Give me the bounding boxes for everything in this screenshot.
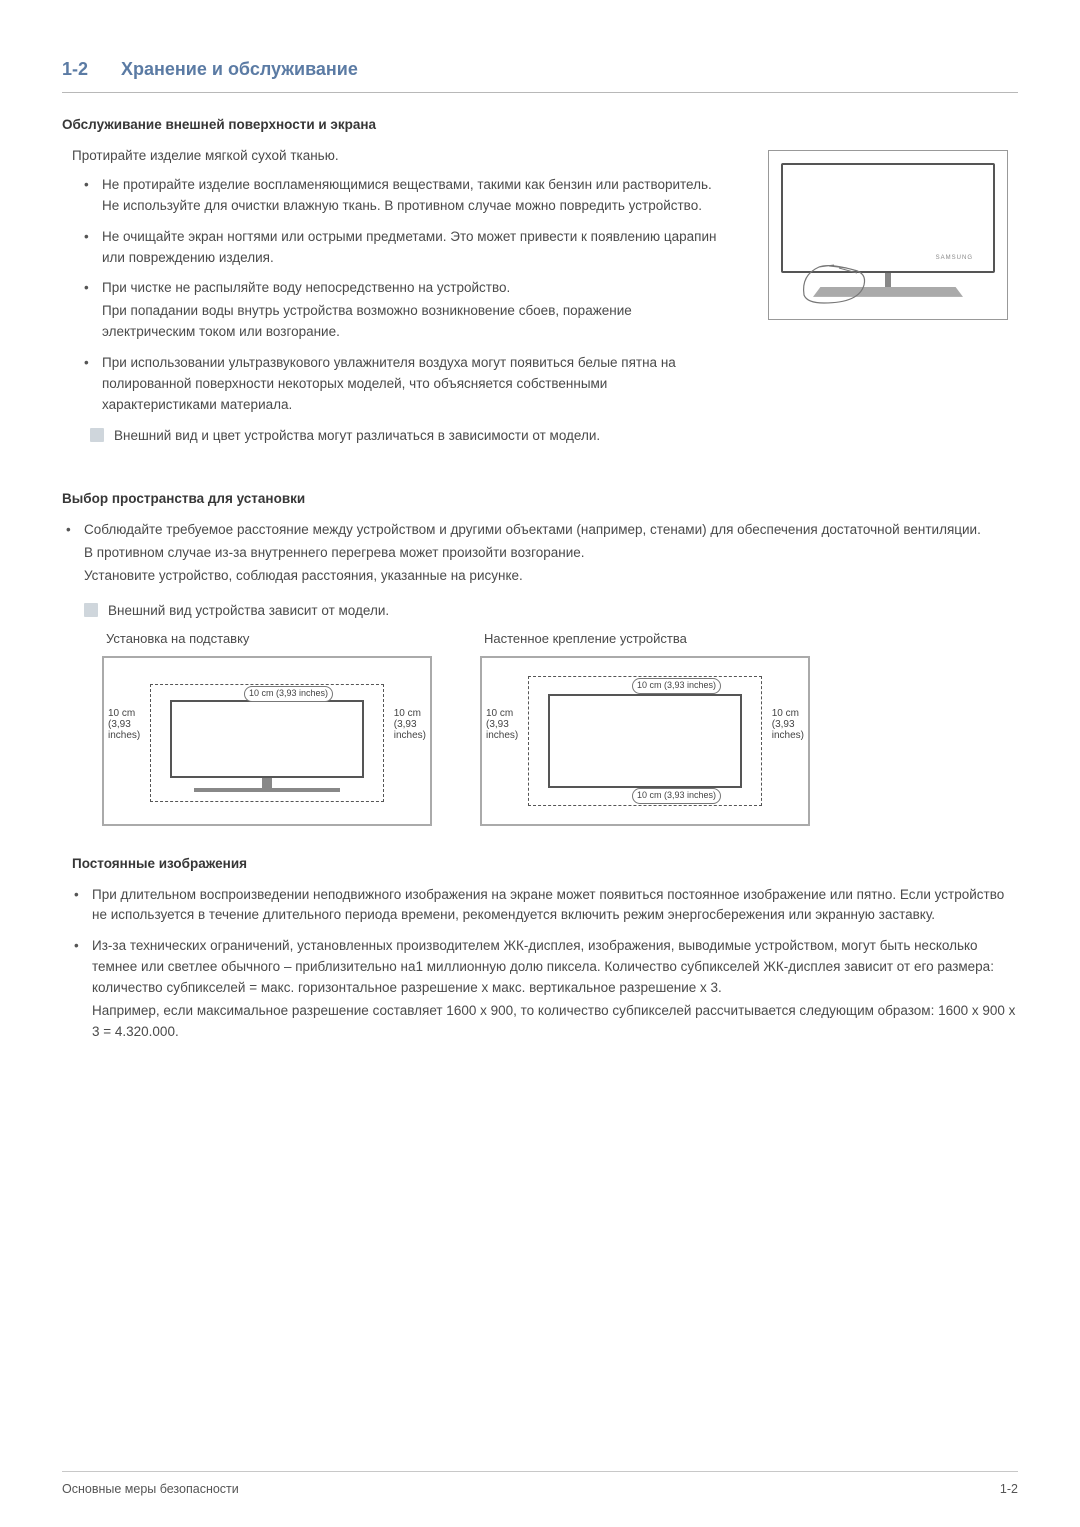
tv-stand-neck <box>262 778 272 788</box>
s3-heading: Постоянные изображения <box>62 854 1018 875</box>
tv-outline <box>548 694 742 788</box>
measure-right: 10 cm (3,93 inches) <box>394 708 426 741</box>
s1-left: Протирайте изделие мягкой сухой тканью. … <box>62 146 718 447</box>
s1-intro: Протирайте изделие мягкой сухой тканью. <box>62 146 718 167</box>
lbl-line: inches) <box>108 730 140 741</box>
footer-right: 1-2 <box>1000 1480 1018 1499</box>
measure-top: 10 cm (3,93 inches) <box>244 686 333 702</box>
s2-block: Выбор пространства для установки Соблюда… <box>62 489 1018 826</box>
list-item-text: Из-за технических ограничений, установле… <box>92 938 994 995</box>
monitor-figure: SAMSUNG <box>768 150 1008 320</box>
list-item: Не очищайте экран ногтями или острыми пр… <box>84 227 718 269</box>
diag2-col: Настенное крепление устройства 10 cm (3,… <box>480 629 810 825</box>
measure-left: 10 cm (3,93 inches) <box>486 708 518 741</box>
list-item: При использовании ультразвукового увлажн… <box>84 353 718 416</box>
note-text: Внешний вид устройства зависит от модели… <box>108 601 389 622</box>
monitor-brand: SAMSUNG <box>936 254 973 263</box>
note-icon <box>84 603 98 617</box>
lbl-line: inches) <box>486 730 518 741</box>
s1-row: Протирайте изделие мягкой сухой тканью. … <box>62 146 1018 447</box>
list-item: Из-за технических ограничений, установле… <box>74 936 1018 1043</box>
lbl-line: (3,93 <box>108 719 131 730</box>
tv-stand-base <box>194 788 340 792</box>
section-number: 1-2 <box>62 59 88 79</box>
lbl-line: 10 cm <box>486 708 513 719</box>
list-item-text: При чистке не распыляйте воду непосредст… <box>102 280 510 295</box>
tv-outline <box>170 700 364 778</box>
s2-heading: Выбор пространства для установки <box>62 489 1018 510</box>
diag1: 10 cm (3,93 inches) 10 cm (3,93 inches) … <box>102 656 432 826</box>
s2-line3: Установите устройство, соблюдая расстоян… <box>84 566 1018 587</box>
diag1-col: Установка на подставку 10 cm (3,93 inche… <box>102 629 432 825</box>
s2-main: Соблюдайте требуемое расстояние между ус… <box>84 522 981 537</box>
hand-icon <box>799 255 869 305</box>
section-title-text: Хранение и обслуживание <box>121 59 358 79</box>
measure-bottom: 10 cm (3,93 inches) <box>632 788 721 804</box>
note-icon <box>90 428 104 442</box>
list-item: При чистке не распыляйте воду непосредст… <box>84 278 718 343</box>
s2-line2: В противном случае из-за внутреннего пер… <box>84 543 1018 564</box>
diagram-row: Установка на подставку 10 cm (3,93 inche… <box>62 629 1018 825</box>
s1-note: Внешний вид и цвет устройства могут разл… <box>62 426 718 447</box>
diag2: 10 cm (3,93 inches) 10 cm (3,93 inches) … <box>480 656 810 826</box>
s1-heading: Обслуживание внешней поверхности и экран… <box>62 115 1018 136</box>
lbl-line: (3,93 <box>486 719 509 730</box>
measure-left: 10 cm (3,93 inches) <box>108 708 140 741</box>
note-text: Внешний вид и цвет устройства могут разл… <box>114 426 600 447</box>
list-item: При длительном воспроизведении неподвижн… <box>74 885 1018 927</box>
s2-list: Соблюдайте требуемое расстояние между ус… <box>62 520 1018 587</box>
s2-note: Внешний вид устройства зависит от модели… <box>62 601 1018 622</box>
s3-list: При длительном воспроизведении неподвижн… <box>62 885 1018 1043</box>
lbl-line: inches) <box>772 730 804 741</box>
lbl-line: (3,93 <box>394 719 417 730</box>
diag1-caption: Установка на подставку <box>102 629 432 649</box>
page-footer: Основные меры безопасности 1-2 <box>62 1471 1018 1499</box>
lbl-line: 10 cm <box>108 708 135 719</box>
s3-block: Постоянные изображения При длительном во… <box>62 854 1018 1043</box>
lbl-line: inches) <box>394 730 426 741</box>
s1-right: SAMSUNG <box>758 146 1018 447</box>
monitor-stand-neck <box>885 273 891 287</box>
list-item-sub: При попадании воды внутрь устройства воз… <box>102 301 718 343</box>
list-item-sub: Например, если максимальное разрешение с… <box>92 1001 1018 1043</box>
list-item: Соблюдайте требуемое расстояние между ус… <box>66 520 1018 587</box>
lbl-line: (3,93 <box>772 719 795 730</box>
diag2-caption: Настенное крепление устройства <box>480 629 810 649</box>
lbl-line: 10 cm <box>772 708 799 719</box>
lbl-line: 10 cm <box>394 708 421 719</box>
s1-list: Не протирайте изделие воспламеняющимися … <box>62 175 718 416</box>
measure-top: 10 cm (3,93 inches) <box>632 678 721 694</box>
measure-right: 10 cm (3,93 inches) <box>772 708 804 741</box>
footer-left: Основные меры безопасности <box>62 1480 239 1499</box>
list-item: Не протирайте изделие воспламеняющимися … <box>84 175 718 217</box>
section-title: 1-2 Хранение и обслуживание <box>62 56 1018 93</box>
